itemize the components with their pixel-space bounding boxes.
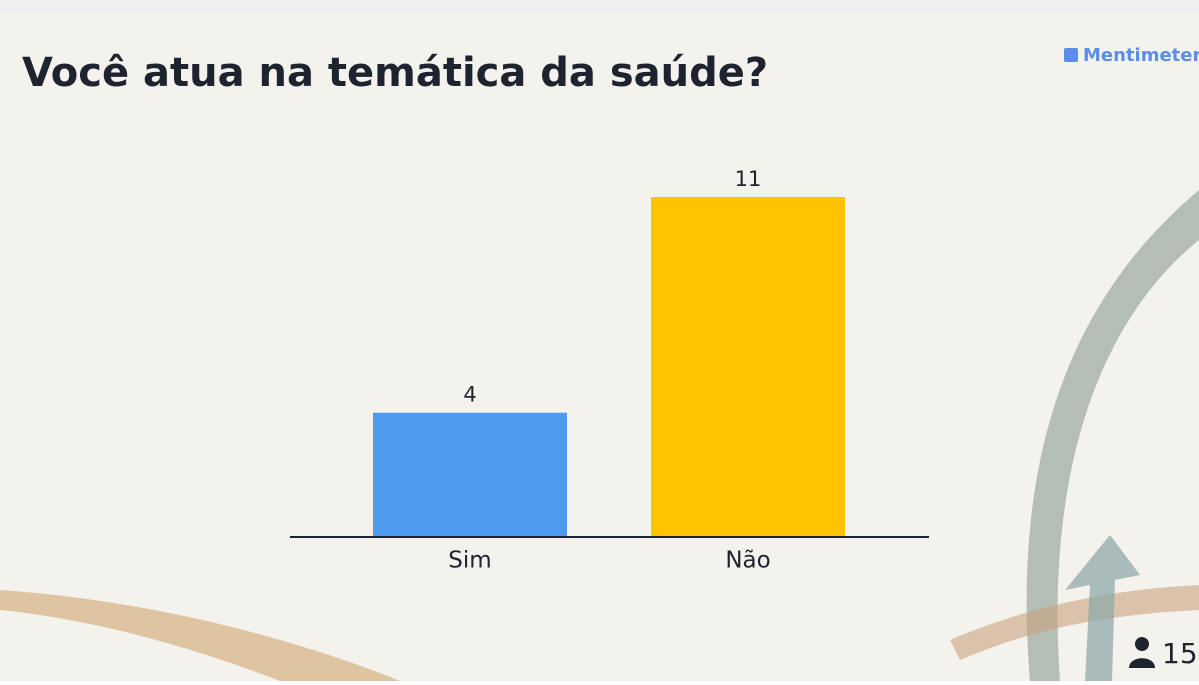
brand-icon <box>1064 48 1078 62</box>
category-label: Não <box>725 548 770 574</box>
value-label: 4 <box>463 383 476 407</box>
participant-icon <box>1135 637 1149 651</box>
bar <box>373 412 567 536</box>
bar <box>651 197 845 536</box>
decor-arc <box>1026 190 1199 681</box>
participant-icon <box>1129 658 1155 668</box>
participant-count: 15 <box>1162 637 1198 670</box>
top-strip <box>0 0 1199 12</box>
decor-arrow <box>950 585 1199 660</box>
decor-arrow <box>1065 535 1140 681</box>
value-label: 11 <box>735 167 762 191</box>
decor-arc <box>0 590 400 681</box>
brand: Mentimeter <box>1083 45 1199 66</box>
category-label: Sim <box>448 548 491 574</box>
chart-title: Você atua na temática da saúde? <box>22 50 768 96</box>
